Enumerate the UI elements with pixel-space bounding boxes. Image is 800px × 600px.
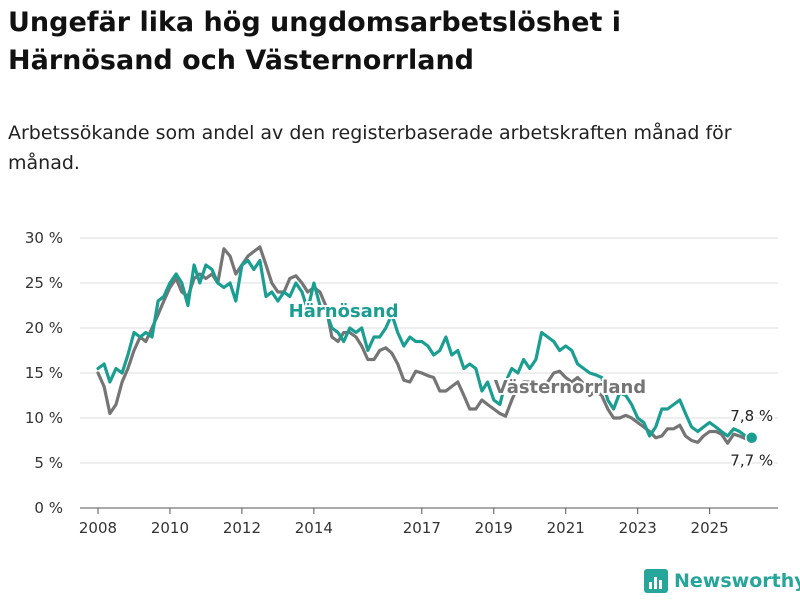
x-tick-label: 2008 xyxy=(79,519,117,537)
y-tick-label: 5 % xyxy=(34,454,63,472)
x-tick-label: 2010 xyxy=(151,519,189,537)
series-label-härnösand: Härnösand xyxy=(289,301,399,322)
x-tick-label: 2025 xyxy=(691,519,729,537)
y-tick-label: 0 % xyxy=(34,499,63,517)
x-tick-label: 2021 xyxy=(547,519,585,537)
end-value-label-vasternorrland: 7,7 % xyxy=(730,452,773,470)
series-line-västernorrland xyxy=(96,245,754,445)
y-tick-label: 25 % xyxy=(25,274,63,292)
x-tick-label: 2017 xyxy=(403,519,441,537)
bar-chart-logo-icon xyxy=(644,569,668,593)
newsworthy-logo: Newsworthy xyxy=(644,569,800,593)
x-tick-label: 2012 xyxy=(223,519,261,537)
x-tick-label: 2023 xyxy=(619,519,657,537)
x-tick-label: 2019 xyxy=(475,519,513,537)
series-label-västernorrland: Västernorrland xyxy=(494,377,646,398)
end-point-marker xyxy=(744,431,759,445)
chart-subtitle: Arbetssökande som andel av den registerb… xyxy=(8,122,732,174)
brand-name: Newsworthy xyxy=(674,570,800,592)
y-tick-label: 15 % xyxy=(25,364,63,382)
end-value-label-harnosand: 7,8 % xyxy=(730,407,773,425)
y-tick-label: 10 % xyxy=(25,409,63,427)
series-line-härnösand xyxy=(96,258,754,440)
y-tick-label: 20 % xyxy=(25,319,63,337)
y-tick-label: 30 % xyxy=(25,229,63,247)
chart-title: Ungefär lika hög ungdomsarbetslöshet i H… xyxy=(8,7,622,76)
x-tick-label: 2014 xyxy=(295,519,333,537)
